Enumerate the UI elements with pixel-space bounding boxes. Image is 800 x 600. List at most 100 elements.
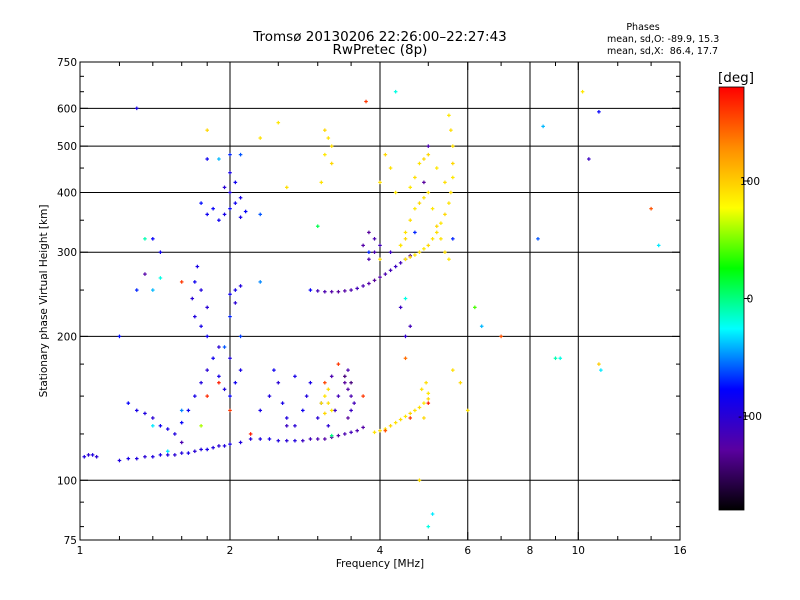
data-point — [372, 237, 377, 241]
data-point — [173, 432, 177, 436]
data-point — [228, 314, 232, 319]
data-point — [465, 408, 470, 413]
data-point — [346, 416, 350, 420]
data-point — [388, 166, 393, 170]
data-point — [426, 401, 431, 405]
data-point — [326, 387, 331, 392]
x-tick-label: 8 — [527, 545, 534, 557]
data-point — [258, 212, 263, 217]
data-point — [451, 237, 455, 241]
data-point — [447, 257, 451, 262]
data-point — [258, 408, 263, 413]
data-point — [439, 237, 443, 241]
data-point — [158, 250, 163, 255]
data-point — [179, 420, 184, 425]
data-point — [272, 368, 276, 372]
data-point — [434, 224, 439, 229]
y-axis: 75 100 200 300 400 500 600 750 — [57, 57, 680, 547]
data-point — [193, 280, 197, 284]
data-point — [117, 458, 122, 463]
data-point — [361, 425, 365, 430]
data-point — [587, 157, 591, 161]
data-point — [388, 268, 393, 273]
data-point — [319, 180, 324, 185]
chart-subtitle: RwPretec (8p) — [333, 42, 428, 58]
data-point — [413, 230, 417, 235]
data-point — [205, 334, 209, 339]
data-point — [426, 397, 431, 401]
y-tick-label: 750 — [57, 57, 77, 69]
data-point — [329, 161, 334, 166]
data-point — [151, 416, 155, 420]
data-point — [649, 206, 653, 211]
data-point — [323, 411, 327, 416]
data-point — [378, 180, 382, 185]
data-point — [228, 152, 232, 157]
data-point — [361, 243, 365, 248]
data-point — [228, 356, 232, 361]
data-point — [190, 296, 195, 301]
data-point — [349, 380, 353, 385]
data-point — [388, 424, 393, 428]
data-point — [383, 428, 388, 433]
data-point — [473, 305, 477, 310]
data-point — [499, 334, 503, 339]
data-point — [413, 175, 417, 180]
data-point — [158, 424, 163, 428]
data-point — [217, 218, 221, 223]
data-point — [329, 408, 334, 413]
data-point — [580, 89, 585, 94]
data-point — [343, 432, 347, 436]
data-point — [323, 128, 327, 132]
data-point — [205, 368, 209, 372]
y-axis-label: Stationary phase Virtual Height [km] — [38, 205, 50, 398]
data-point — [346, 368, 350, 372]
x-tick-label: 16 — [673, 545, 687, 557]
data-point — [179, 408, 184, 413]
data-point — [179, 451, 184, 455]
data-point — [364, 99, 368, 104]
data-point — [349, 408, 353, 413]
data-point — [451, 144, 455, 148]
data-point — [408, 218, 413, 223]
data-point — [238, 368, 243, 372]
y-tick-label: 100 — [57, 475, 77, 487]
data-point — [258, 136, 263, 140]
data-point — [222, 212, 227, 217]
data-point — [326, 401, 331, 405]
data-point — [417, 478, 422, 483]
data-point — [451, 161, 455, 166]
data-point — [336, 394, 341, 398]
data-point — [398, 305, 403, 310]
data-point — [323, 394, 327, 398]
data-point — [143, 411, 147, 416]
data-point — [378, 428, 382, 433]
data-point — [276, 380, 281, 385]
data-point — [199, 424, 203, 428]
data-point — [422, 157, 426, 161]
data-point — [90, 453, 95, 457]
data-point — [417, 250, 422, 255]
data-point — [238, 334, 243, 339]
data-point — [434, 166, 439, 170]
colorbar-gradient — [719, 87, 744, 510]
data-point — [378, 243, 382, 248]
data-point — [458, 380, 463, 385]
colorbar-tick-label: 0 — [747, 294, 754, 306]
data-point — [383, 152, 388, 157]
data-point — [346, 387, 350, 392]
colorbar-tick-label: 100 — [740, 176, 760, 188]
data-point — [233, 301, 238, 305]
data-point — [199, 324, 203, 329]
data-point — [165, 453, 170, 457]
data-point — [276, 438, 281, 443]
data-point — [301, 408, 305, 413]
y-tick-label: 75 — [64, 535, 77, 547]
data-point — [367, 230, 371, 235]
data-point — [248, 432, 253, 436]
data-point — [422, 416, 426, 420]
data-point — [217, 444, 221, 448]
data-point — [403, 414, 408, 419]
data-point — [217, 380, 221, 385]
x-tick-label: 10 — [572, 545, 585, 557]
